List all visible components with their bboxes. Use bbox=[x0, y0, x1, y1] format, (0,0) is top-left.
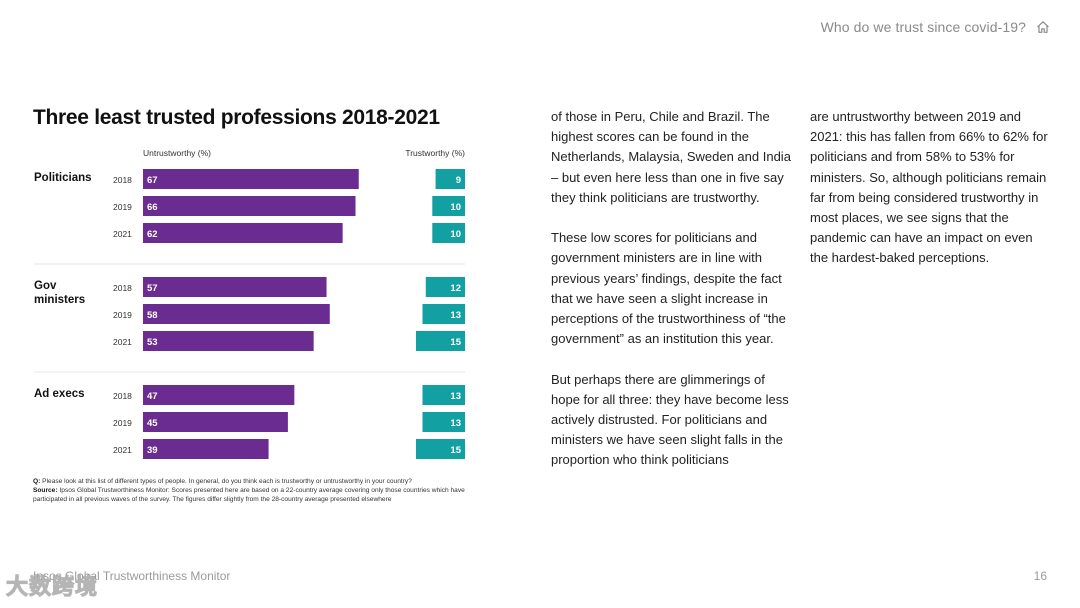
bar-chart: Untrustworthy (%) Trustworthy (%) Politici… bbox=[34, 148, 465, 459]
source-text: Ipsos Global Trustworthiness Monitor: Sc… bbox=[33, 487, 465, 503]
trustworthy-value: 9 bbox=[456, 175, 461, 186]
untrustworthy-bar bbox=[143, 223, 343, 243]
trustworthy-bar bbox=[432, 196, 465, 216]
trustworthy-value: 13 bbox=[450, 310, 461, 321]
year-label: 2019 bbox=[113, 202, 132, 212]
untrustworthy-value: 45 bbox=[147, 418, 158, 429]
untrustworthy-value: 53 bbox=[147, 337, 158, 348]
question-text: Please look at this list of different ty… bbox=[42, 478, 412, 485]
year-label: 2019 bbox=[113, 418, 132, 428]
untrustworthy-bar bbox=[143, 304, 330, 324]
chart-footnote: Q: Please look at this list of different… bbox=[33, 477, 483, 504]
top-header: Who do we trust since covid-19? bbox=[821, 19, 1050, 35]
trustworthy-value: 10 bbox=[450, 202, 461, 213]
untrustworthy-value: 39 bbox=[147, 445, 158, 456]
untrustworthy-bar bbox=[143, 439, 269, 459]
trustworthy-bar bbox=[415, 331, 465, 351]
trustworthy-bar bbox=[422, 304, 465, 324]
untrustworthy-bar bbox=[143, 169, 359, 189]
year-label: 2018 bbox=[113, 175, 132, 185]
trustworthy-value: 15 bbox=[450, 337, 461, 348]
untrustworthy-bar bbox=[143, 331, 314, 351]
untrustworthy-value: 58 bbox=[147, 310, 158, 321]
paragraph: But perhaps there are glimmerings of hop… bbox=[551, 371, 789, 468]
trustworthy-value: 13 bbox=[450, 418, 461, 429]
paragraph: of those in Peru, Chile and Brazil. The … bbox=[551, 109, 791, 205]
year-label: 2018 bbox=[113, 391, 132, 401]
trustworthy-value: 15 bbox=[450, 445, 461, 456]
paragraph: These low scores for politicians and gov… bbox=[551, 230, 786, 347]
body-column-1: of those in Peru, Chile and Brazil. The … bbox=[551, 107, 791, 491]
page-number: 16 bbox=[1033, 569, 1047, 583]
untrustworthy-value: 57 bbox=[147, 283, 158, 294]
paragraph: are untrustworthy between 2019 and 2021:… bbox=[810, 109, 1048, 266]
year-label: 2019 bbox=[113, 310, 132, 320]
untrustworthy-value: 66 bbox=[147, 202, 158, 213]
trustworthy-bar bbox=[435, 169, 465, 189]
untrustworthy-bar bbox=[143, 277, 327, 297]
trustworthy-bar bbox=[422, 385, 465, 405]
chart-title: Three least trusted professions 2018-202… bbox=[33, 106, 440, 129]
trustworthy-bar bbox=[425, 277, 465, 297]
question-label: Q: bbox=[33, 478, 41, 485]
trustworthy-value: 12 bbox=[450, 283, 461, 294]
year-label: 2021 bbox=[113, 337, 132, 347]
trustworthy-bar bbox=[422, 412, 465, 432]
year-label: 2021 bbox=[113, 445, 132, 455]
trustworthy-bar bbox=[415, 439, 465, 459]
section-title: Who do we trust since covid-19? bbox=[820, 19, 1026, 35]
untrustworthy-value: 47 bbox=[147, 391, 158, 402]
left-axis-header: Untrustworthy (%) bbox=[143, 148, 211, 158]
watermark: 大数跨境 bbox=[5, 574, 99, 600]
group-label: Politicians bbox=[34, 172, 92, 184]
source-label: Source: bbox=[33, 487, 58, 494]
trustworthy-value: 10 bbox=[450, 229, 461, 240]
untrustworthy-value: 67 bbox=[147, 175, 158, 186]
trustworthy-bar bbox=[432, 223, 465, 243]
untrustworthy-value: 62 bbox=[147, 229, 158, 240]
body-column-2: are untrustworthy between 2019 and 2021:… bbox=[810, 107, 1050, 289]
trustworthy-value: 13 bbox=[450, 391, 461, 402]
year-label: 2021 bbox=[113, 229, 132, 239]
group-label: ministers bbox=[34, 294, 85, 306]
group-label: Gov bbox=[34, 280, 57, 292]
year-label: 2018 bbox=[113, 283, 132, 293]
untrustworthy-bar bbox=[143, 412, 288, 432]
right-axis-header: Trustworthy (%) bbox=[405, 148, 465, 158]
footer-source: Ipsos Global Trustworthiness Monitor bbox=[33, 569, 231, 583]
home-icon[interactable] bbox=[1036, 20, 1050, 34]
group-label: Ad execs bbox=[34, 388, 85, 400]
untrustworthy-bar bbox=[143, 385, 295, 405]
untrustworthy-bar bbox=[143, 196, 356, 216]
